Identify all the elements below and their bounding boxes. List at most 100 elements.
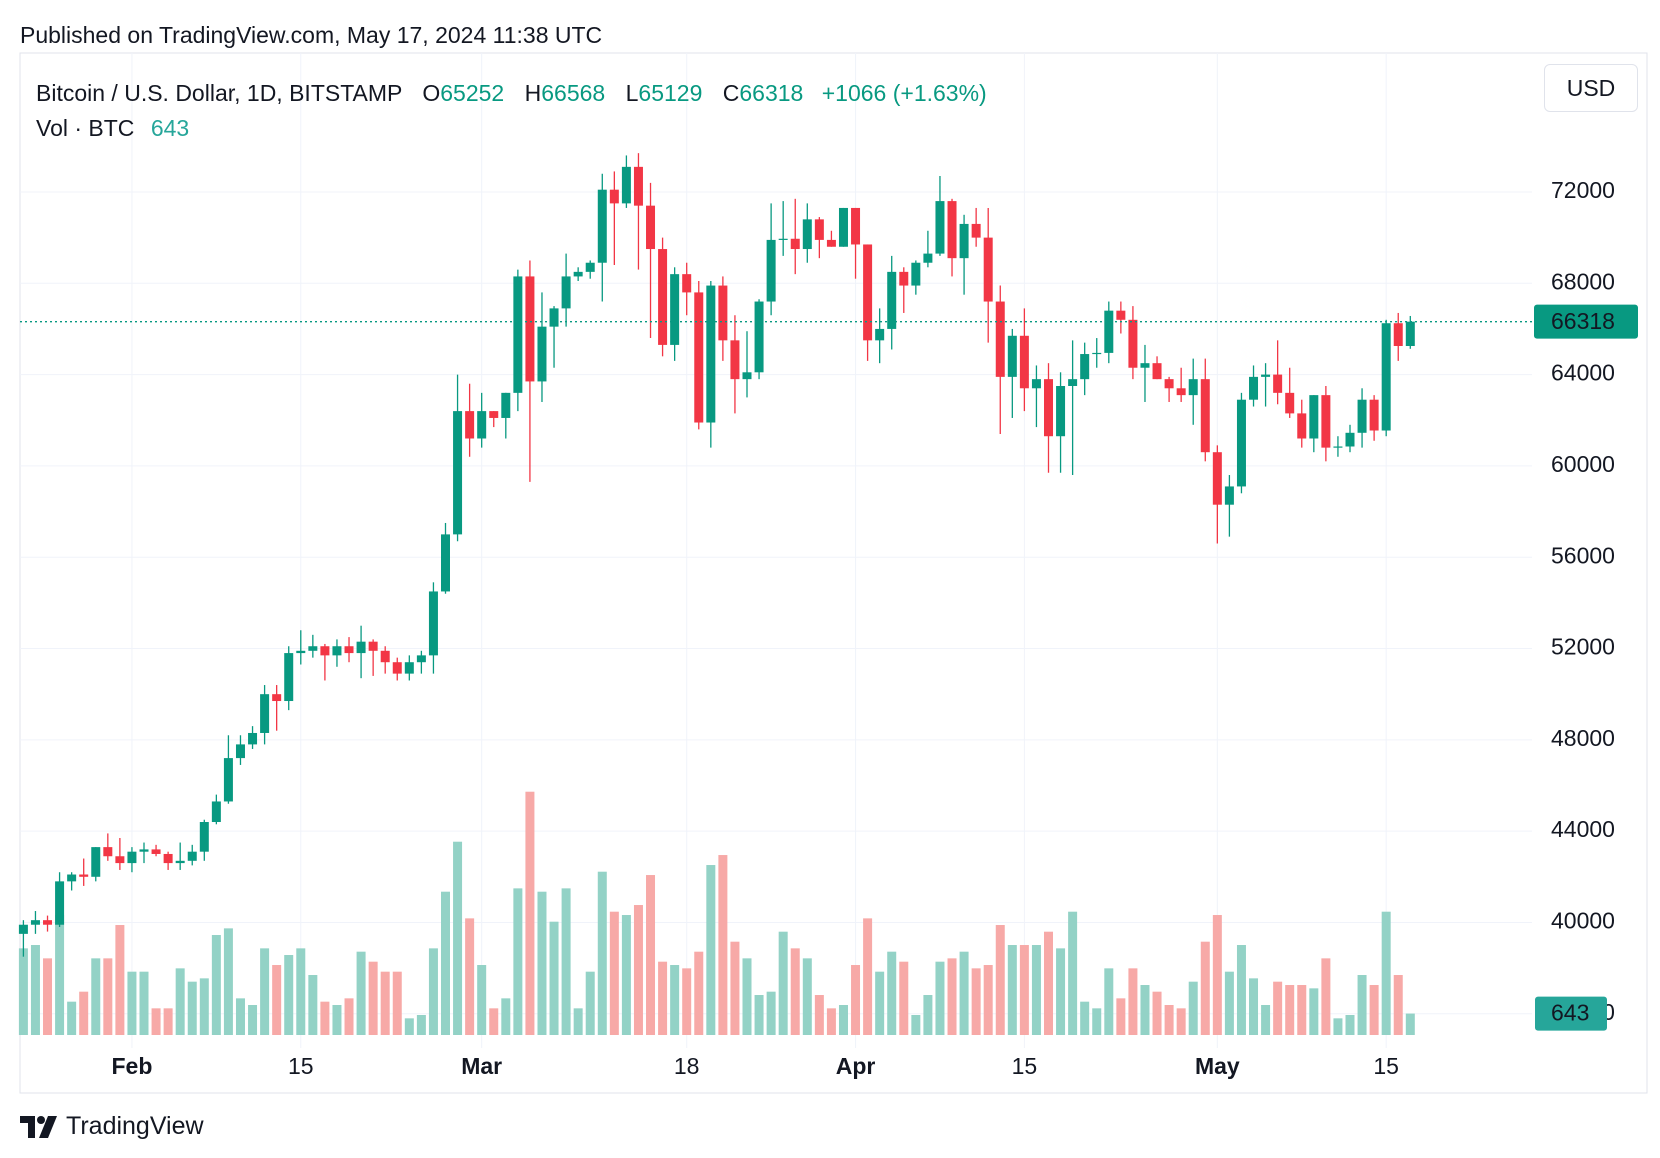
candle-body <box>489 411 499 418</box>
candle-body <box>453 411 463 535</box>
candle-body <box>694 292 704 423</box>
brand-name: TradingView <box>66 1112 204 1140</box>
volume-bar <box>248 1005 258 1035</box>
volume-bar <box>549 921 559 1035</box>
volume-bar <box>1273 981 1283 1035</box>
last-price-label: 66318 <box>1551 308 1615 334</box>
candle-body <box>983 237 993 302</box>
volume-bar <box>127 971 137 1035</box>
candle-body <box>887 271 897 329</box>
volume-bar <box>477 965 487 1035</box>
candle-body <box>380 650 390 663</box>
volume-bar <box>1393 975 1403 1035</box>
last-volume-label: 643 <box>1551 1000 1589 1026</box>
volume-bar <box>272 965 282 1035</box>
y-tick-label: 60000 <box>1551 451 1615 477</box>
volume-bar <box>223 928 233 1035</box>
candle-body <box>730 340 740 380</box>
volume-bar <box>851 965 861 1035</box>
volume-bar <box>766 991 776 1035</box>
volume-bar <box>79 991 89 1035</box>
candle-body <box>513 276 523 393</box>
candle-body <box>1297 413 1307 439</box>
volume-bar <box>658 961 668 1035</box>
candle-body <box>1116 310 1126 320</box>
candle-body <box>18 924 28 934</box>
volume-bar <box>1381 911 1391 1035</box>
volume-bar <box>416 1015 426 1035</box>
volume-bar <box>633 905 643 1035</box>
candle-body <box>525 276 535 382</box>
y-tick-label: 56000 <box>1551 542 1615 568</box>
candle-body <box>139 849 149 852</box>
volume-bar <box>911 1015 921 1035</box>
candle-body <box>658 249 668 345</box>
brand-logo <box>20 1115 57 1138</box>
volume-bar <box>1309 988 1319 1035</box>
volume-bar <box>67 1001 77 1035</box>
candle-body <box>1261 374 1271 377</box>
last-price-box <box>1534 304 1638 339</box>
y-tick-label: 44000 <box>1551 816 1615 842</box>
volume-bar <box>1164 1005 1174 1035</box>
volume-bar <box>55 915 65 1035</box>
volume-bar <box>1140 985 1150 1035</box>
candle-body <box>1212 452 1222 505</box>
candle-body <box>911 262 921 286</box>
volume-bar <box>1333 1018 1343 1035</box>
volume-bar <box>585 971 595 1035</box>
candle-body <box>621 166 631 204</box>
volume-bar <box>139 971 149 1035</box>
candle-body <box>1007 335 1017 377</box>
volume-row: Vol · BTC 643 <box>36 111 987 146</box>
x-tick-label: 15 <box>1012 1053 1038 1079</box>
candle-body <box>1104 310 1114 353</box>
candle-body <box>416 655 426 663</box>
volume-bar <box>609 911 619 1035</box>
volume-bar <box>91 958 101 1035</box>
volume-bar <box>1212 915 1222 1035</box>
volume-bar <box>489 1008 499 1035</box>
candle-body <box>501 392 511 418</box>
volume-bar <box>1044 931 1053 1035</box>
currency-button[interactable]: USD <box>1544 64 1638 112</box>
volume-bar <box>718 855 728 1035</box>
volume-bar <box>211 935 221 1035</box>
volume-bar <box>706 865 716 1035</box>
candle-body <box>1080 354 1090 380</box>
candle-body <box>1128 319 1138 368</box>
candle-body <box>441 534 450 592</box>
legend: Bitcoin / U.S. Dollar, 1D, BITSTAMP O652… <box>36 76 987 146</box>
volume-bar <box>694 951 704 1035</box>
volume-bar <box>983 965 993 1035</box>
volume-bar <box>235 998 245 1035</box>
volume-bar <box>1068 911 1078 1035</box>
candle-body <box>682 274 692 293</box>
candle-body <box>935 201 945 254</box>
volume-bar <box>308 975 318 1035</box>
volume-bar <box>199 978 209 1035</box>
candle-body <box>1369 399 1379 431</box>
candle-body <box>1056 386 1066 437</box>
volume-bar <box>670 965 680 1035</box>
grid <box>20 53 1532 1048</box>
candle-body <box>320 646 330 656</box>
volume-bar <box>621 915 631 1035</box>
volume-bar <box>404 1018 414 1035</box>
volume-bar <box>814 995 824 1035</box>
candle-body <box>151 849 161 854</box>
volume-bar <box>1200 941 1210 1035</box>
candle-body <box>308 646 318 651</box>
volume-bar <box>1405 1013 1415 1035</box>
candle-body <box>1357 399 1367 433</box>
low-value: 65129 <box>638 80 703 106</box>
candle-body <box>646 205 656 250</box>
volume-bar <box>1357 975 1367 1035</box>
candle-body <box>1236 399 1246 487</box>
candle-body <box>537 326 547 382</box>
candle-body <box>826 239 836 247</box>
volume-bar <box>441 891 450 1035</box>
volume-bar <box>1321 958 1331 1035</box>
volume-bar <box>730 941 740 1035</box>
